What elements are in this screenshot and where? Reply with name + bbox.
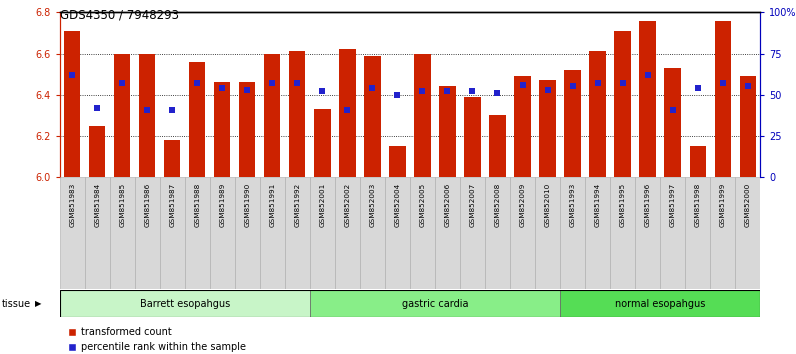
- Bar: [685, 177, 710, 289]
- Bar: [189, 62, 205, 177]
- Bar: [710, 177, 736, 289]
- Text: GSM851983: GSM851983: [69, 183, 75, 227]
- Text: GSM852003: GSM852003: [369, 183, 376, 227]
- Bar: [510, 177, 535, 289]
- Legend: transformed count, percentile rank within the sample: transformed count, percentile rank withi…: [64, 324, 250, 354]
- Text: GSM852001: GSM852001: [319, 183, 326, 227]
- Text: GSM851992: GSM851992: [295, 183, 300, 227]
- Text: GSM851994: GSM851994: [595, 183, 600, 227]
- Bar: [739, 76, 755, 177]
- Bar: [435, 177, 460, 289]
- Text: normal esopahgus: normal esopahgus: [615, 298, 705, 309]
- Text: GSM851987: GSM851987: [170, 183, 175, 227]
- Text: GSM851990: GSM851990: [244, 183, 250, 227]
- Bar: [385, 177, 410, 289]
- Bar: [689, 146, 706, 177]
- Bar: [439, 86, 455, 177]
- Bar: [610, 177, 635, 289]
- Bar: [560, 290, 760, 317]
- Bar: [285, 177, 310, 289]
- Text: GSM852008: GSM852008: [494, 183, 501, 227]
- Text: GSM852005: GSM852005: [419, 183, 425, 227]
- Bar: [464, 97, 481, 177]
- Text: GSM852007: GSM852007: [470, 183, 475, 227]
- Bar: [210, 177, 235, 289]
- Text: GDS4350 / 7948293: GDS4350 / 7948293: [60, 9, 178, 22]
- Bar: [89, 126, 105, 177]
- Text: GSM851998: GSM851998: [695, 183, 700, 227]
- Text: gastric cardia: gastric cardia: [402, 298, 468, 309]
- Bar: [635, 177, 660, 289]
- Bar: [310, 290, 560, 317]
- Bar: [110, 177, 135, 289]
- Bar: [564, 70, 580, 177]
- Text: ▶: ▶: [35, 299, 41, 308]
- Bar: [339, 50, 356, 177]
- Bar: [665, 68, 681, 177]
- Text: GSM852010: GSM852010: [544, 183, 551, 227]
- Bar: [660, 177, 685, 289]
- Text: GSM852009: GSM852009: [520, 183, 525, 227]
- Bar: [715, 21, 731, 177]
- Bar: [736, 177, 760, 289]
- Bar: [485, 177, 510, 289]
- Bar: [460, 177, 485, 289]
- Bar: [264, 53, 280, 177]
- Bar: [365, 56, 380, 177]
- Bar: [490, 115, 505, 177]
- Bar: [135, 177, 160, 289]
- Text: Barrett esopahgus: Barrett esopahgus: [139, 298, 230, 309]
- Bar: [540, 80, 556, 177]
- Bar: [139, 53, 155, 177]
- Bar: [185, 177, 210, 289]
- Text: GSM852002: GSM852002: [345, 183, 350, 227]
- Bar: [360, 177, 385, 289]
- Bar: [114, 53, 131, 177]
- Bar: [310, 177, 335, 289]
- Text: GSM851995: GSM851995: [619, 183, 626, 227]
- Bar: [414, 53, 431, 177]
- Text: GSM851986: GSM851986: [144, 183, 150, 227]
- Bar: [164, 140, 181, 177]
- Bar: [84, 177, 110, 289]
- Bar: [160, 177, 185, 289]
- Bar: [235, 177, 259, 289]
- Bar: [259, 177, 285, 289]
- Text: GSM851999: GSM851999: [720, 183, 726, 227]
- Bar: [585, 177, 610, 289]
- Text: GSM851984: GSM851984: [94, 183, 100, 227]
- Bar: [615, 31, 630, 177]
- Bar: [410, 177, 435, 289]
- Bar: [639, 21, 656, 177]
- Text: GSM851989: GSM851989: [220, 183, 225, 227]
- Text: tissue: tissue: [2, 298, 31, 309]
- Text: GSM851985: GSM851985: [119, 183, 125, 227]
- Bar: [314, 109, 330, 177]
- Text: GSM851988: GSM851988: [194, 183, 201, 227]
- Text: GSM852004: GSM852004: [395, 183, 400, 227]
- Bar: [289, 51, 306, 177]
- Bar: [560, 177, 585, 289]
- Bar: [389, 146, 405, 177]
- Bar: [335, 177, 360, 289]
- Text: GSM851996: GSM851996: [645, 183, 650, 227]
- Bar: [535, 177, 560, 289]
- Text: GSM851997: GSM851997: [669, 183, 676, 227]
- Bar: [239, 82, 256, 177]
- Bar: [514, 76, 531, 177]
- Bar: [64, 31, 80, 177]
- Text: GSM852006: GSM852006: [444, 183, 451, 227]
- Bar: [214, 82, 230, 177]
- Bar: [589, 51, 606, 177]
- Text: GSM852000: GSM852000: [745, 183, 751, 227]
- Text: GSM851991: GSM851991: [269, 183, 275, 227]
- Bar: [60, 290, 310, 317]
- Bar: [60, 177, 84, 289]
- Text: GSM851993: GSM851993: [570, 183, 576, 227]
